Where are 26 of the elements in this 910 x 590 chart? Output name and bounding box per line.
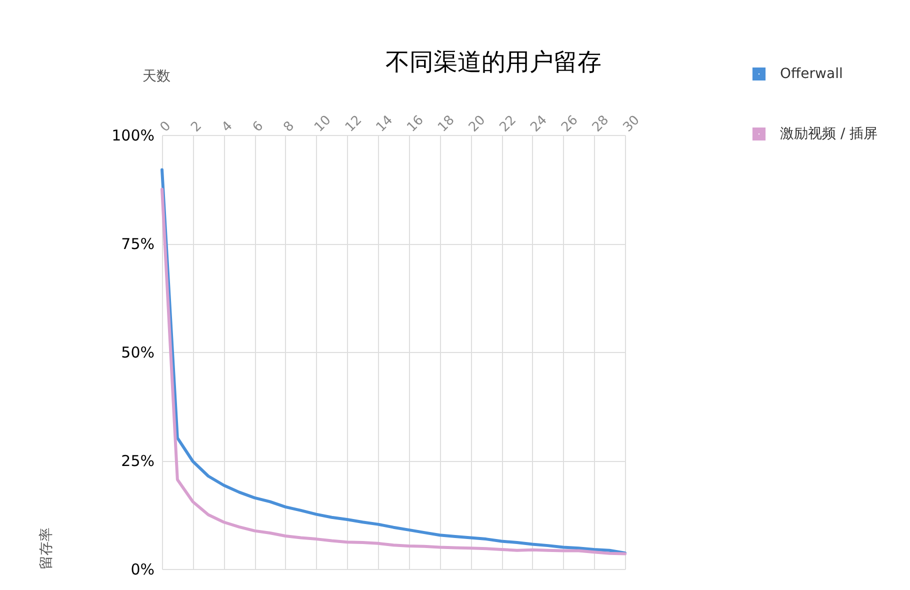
- x-tick-label: 2: [188, 118, 205, 136]
- x-tick-label: 28: [590, 112, 612, 136]
- y-tick-label: 25%: [121, 452, 154, 470]
- x-tick-label: 4: [219, 118, 236, 136]
- x-tick-label: 20: [466, 112, 489, 136]
- x-tick-label: 8: [281, 118, 298, 136]
- x-tick-label: 14: [374, 112, 396, 136]
- y-tick-label: 0%: [130, 560, 154, 578]
- x-tick-label: 16: [404, 112, 427, 136]
- y-tick-label: 100%: [112, 126, 154, 144]
- x-tick-label: 24: [528, 112, 550, 136]
- legend-label: Offerwall: [780, 66, 843, 82]
- x-tick-label: 18: [435, 112, 458, 136]
- x-tick-label: 0: [158, 118, 174, 136]
- x-tick-label: 30: [620, 112, 643, 136]
- x-tick-label: 12: [342, 112, 366, 136]
- y-tick-label: 75%: [121, 235, 154, 253]
- chart-title: 不同渠道的用户留存: [386, 48, 602, 76]
- x-tick-label: 22: [497, 112, 520, 136]
- legend-label: 激励视频 / 插屏: [780, 126, 878, 142]
- x-axis-title: 天数: [142, 68, 170, 84]
- x-tick-label: 26: [558, 112, 582, 136]
- y-axis-title: 留存率: [38, 528, 55, 570]
- x-tick-label: 6: [250, 118, 267, 136]
- y-tick-label: 50%: [121, 344, 154, 362]
- x-tick-label: 10: [312, 112, 334, 136]
